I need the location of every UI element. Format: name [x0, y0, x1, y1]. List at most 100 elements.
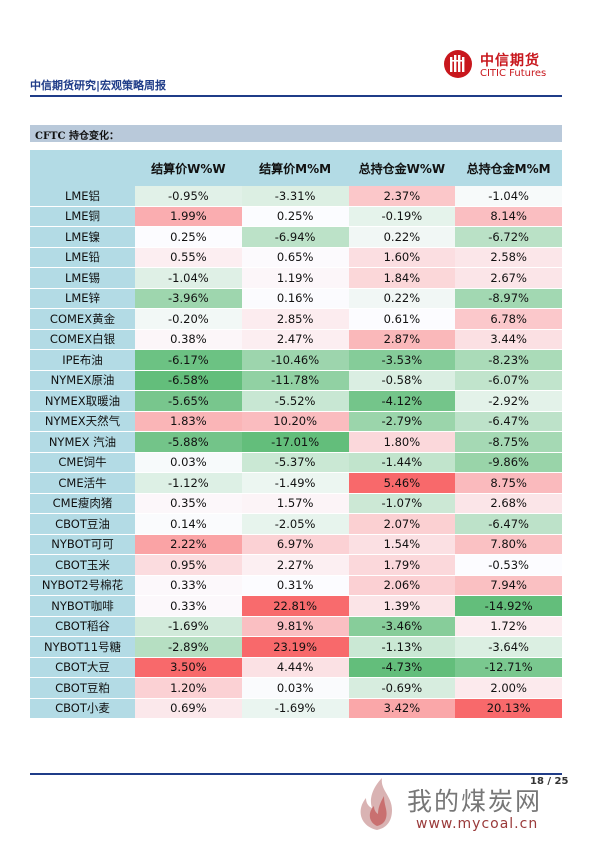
value-cell: -11.78%	[241, 370, 349, 391]
row-label: LME铜	[30, 206, 135, 227]
value-cell: 0.55%	[135, 247, 242, 268]
value-cell: 2.67%	[455, 268, 562, 289]
row-label: NYBOT2号棉花	[30, 575, 135, 596]
value-cell: -5.65%	[135, 391, 242, 412]
value-cell: 1.99%	[135, 206, 242, 227]
value-cell: -4.73%	[348, 657, 456, 678]
value-cell: -1.07%	[348, 493, 456, 514]
value-cell: 22.81%	[241, 596, 349, 617]
value-cell: 6.78%	[455, 309, 562, 330]
table-row: LME镍 0.25% -6.94% 0.22% -6.72%	[30, 227, 562, 248]
table-row: NYMEX 汽油 -5.88% -17.01% 1.80% -8.75%	[30, 432, 562, 453]
row-label: NYBOT可可	[30, 534, 135, 555]
value-cell: 0.16%	[241, 288, 349, 309]
value-cell: 1.19%	[241, 268, 349, 289]
row-label: COMEX白银	[30, 329, 135, 350]
value-cell: 0.25%	[135, 227, 242, 248]
row-label: CME活牛	[30, 473, 135, 494]
value-cell: 23.19%	[241, 637, 349, 658]
row-label: CBOT玉米	[30, 555, 135, 576]
value-cell: -5.88%	[135, 432, 242, 453]
value-cell: 8.75%	[455, 473, 562, 494]
value-cell: -0.20%	[135, 309, 242, 330]
value-cell: 2.07%	[348, 514, 456, 535]
value-cell: 0.22%	[348, 288, 456, 309]
value-cell: 0.69%	[135, 698, 242, 719]
value-cell: -8.23%	[455, 350, 562, 371]
value-cell: 1.57%	[241, 493, 349, 514]
row-label: NYMEX天然气	[30, 411, 135, 432]
value-cell: -0.58%	[348, 370, 456, 391]
row-label: CME瘦肉猪	[30, 493, 135, 514]
footer-divider	[30, 773, 562, 775]
value-cell: 0.33%	[135, 575, 242, 596]
table-row: LME铜 1.99% 0.25% -0.19% 8.14%	[30, 206, 562, 227]
section-title: CFTC 持仓变化：	[35, 131, 119, 142]
value-cell: -6.58%	[135, 370, 242, 391]
value-cell: 7.80%	[455, 534, 562, 555]
table-row: CBOT大豆 3.50% 4.44% -4.73% -12.71%	[30, 657, 562, 678]
value-cell: -2.79%	[348, 411, 456, 432]
value-cell: -14.92%	[455, 596, 562, 617]
value-cell: 0.95%	[135, 555, 242, 576]
row-label: NYBOT咖啡	[30, 596, 135, 617]
value-cell: 8.14%	[455, 206, 562, 227]
row-label: CBOT豆粕	[30, 678, 135, 699]
value-cell: 1.79%	[348, 555, 456, 576]
value-cell: -1.69%	[135, 616, 242, 637]
value-cell: 0.33%	[135, 596, 242, 617]
value-cell: 1.39%	[348, 596, 456, 617]
value-cell: -1.69%	[241, 698, 349, 719]
table-row: CBOT豆油 0.14% -2.05% 2.07% -6.47%	[30, 514, 562, 535]
value-cell: 2.58%	[455, 247, 562, 268]
value-cell: 6.97%	[241, 534, 349, 555]
table-row: LME铝 -0.95% -3.31% 2.37% -1.04%	[30, 186, 562, 207]
row-label: LME锡	[30, 268, 135, 289]
value-cell: -6.72%	[455, 227, 562, 248]
table-corner-cell	[30, 150, 135, 186]
value-cell: 20.13%	[455, 698, 562, 719]
page-number: 18 / 25	[530, 776, 569, 787]
value-cell: -1.44%	[348, 452, 456, 473]
report-title: 中信期货研究|宏观策略周报	[30, 79, 167, 92]
column-header: 总持仓金W%W	[348, 150, 456, 186]
value-cell: 0.35%	[135, 493, 242, 514]
value-cell: -6.47%	[455, 514, 562, 535]
value-cell: -5.52%	[241, 391, 349, 412]
table-row: CBOT玉米 0.95% 2.27% 1.79% -0.53%	[30, 555, 562, 576]
value-cell: 1.72%	[455, 616, 562, 637]
cftc-position-table: 结算价W%W 结算价M%M 总持仓金W%W 总持仓金M%M LME铝 -0.95%…	[30, 150, 562, 719]
brand-name-en: CITIC Futures	[480, 68, 547, 79]
value-cell: 2.06%	[348, 575, 456, 596]
value-cell: -3.64%	[455, 637, 562, 658]
value-cell: 1.84%	[348, 268, 456, 289]
value-cell: -3.53%	[348, 350, 456, 371]
value-cell: 9.81%	[241, 616, 349, 637]
value-cell: -10.46%	[241, 350, 349, 371]
value-cell: 2.87%	[348, 329, 456, 350]
table-row: CBOT小麦 0.69% -1.69% 3.42% 20.13%	[30, 698, 562, 719]
value-cell: 2.85%	[241, 309, 349, 330]
row-label: LME铅	[30, 247, 135, 268]
value-cell: -5.37%	[241, 452, 349, 473]
row-label: NYMEX 汽油	[30, 432, 135, 453]
value-cell: 0.03%	[135, 452, 242, 473]
table-row: NYMEX天然气 1.83% 10.20% -2.79% -6.47%	[30, 411, 562, 432]
value-cell: 0.03%	[241, 678, 349, 699]
table-row: LME锡 -1.04% 1.19% 1.84% 2.67%	[30, 268, 562, 289]
value-cell: -1.04%	[135, 268, 242, 289]
table-row: NYMEX取暖油 -5.65% -5.52% -4.12% -2.92%	[30, 391, 562, 412]
table-header-row: 结算价W%W 结算价M%M 总持仓金W%W 总持仓金M%M	[30, 150, 562, 186]
table-row: IPE布油 -6.17% -10.46% -3.53% -8.23%	[30, 350, 562, 371]
value-cell: -8.97%	[455, 288, 562, 309]
row-label: LME镍	[30, 227, 135, 248]
value-cell: 3.44%	[455, 329, 562, 350]
value-cell: -6.94%	[241, 227, 349, 248]
row-label: CBOT大豆	[30, 657, 135, 678]
value-cell: 3.50%	[135, 657, 242, 678]
watermark: 我的煤炭网 www.mycoal.cn	[352, 776, 582, 836]
row-label: COMEX黄金	[30, 309, 135, 330]
value-cell: 5.46%	[348, 473, 456, 494]
value-cell: -6.17%	[135, 350, 242, 371]
value-cell: 2.68%	[455, 493, 562, 514]
